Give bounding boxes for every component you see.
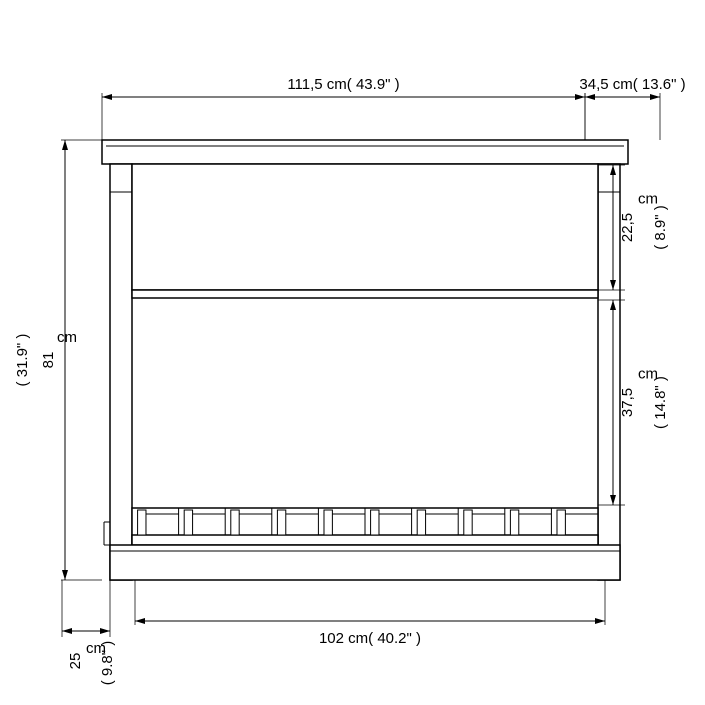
dim-top-depth: 34,5 cm( 13.6" ) xyxy=(579,76,685,93)
dim-height-cm: 81 xyxy=(40,352,57,369)
dim-bottom-depth-in: ( 9.8" ) xyxy=(99,641,116,686)
dim-top-width: 111,5 cm( 43.9" ) xyxy=(287,76,399,93)
dim-upper-inner-cm-unit: cm xyxy=(638,191,658,208)
dim-upper-inner-in: ( 8.9" ) xyxy=(652,205,669,250)
dim-lower-inner-cm: 37,5 xyxy=(619,388,636,417)
dim-height-in: ( 31.9" ) xyxy=(14,334,31,387)
dim-bottom-depth-cm: 25 xyxy=(67,653,84,670)
dim-height-cm-unit: cm xyxy=(57,329,77,346)
dim-upper-inner-cm: 22,5 xyxy=(619,213,636,242)
product-drawing xyxy=(102,140,628,580)
dim-lower-inner-in: ( 14.8" ) xyxy=(652,376,669,429)
dim-inner-width: 102 cm( 40.2" ) xyxy=(319,630,421,647)
